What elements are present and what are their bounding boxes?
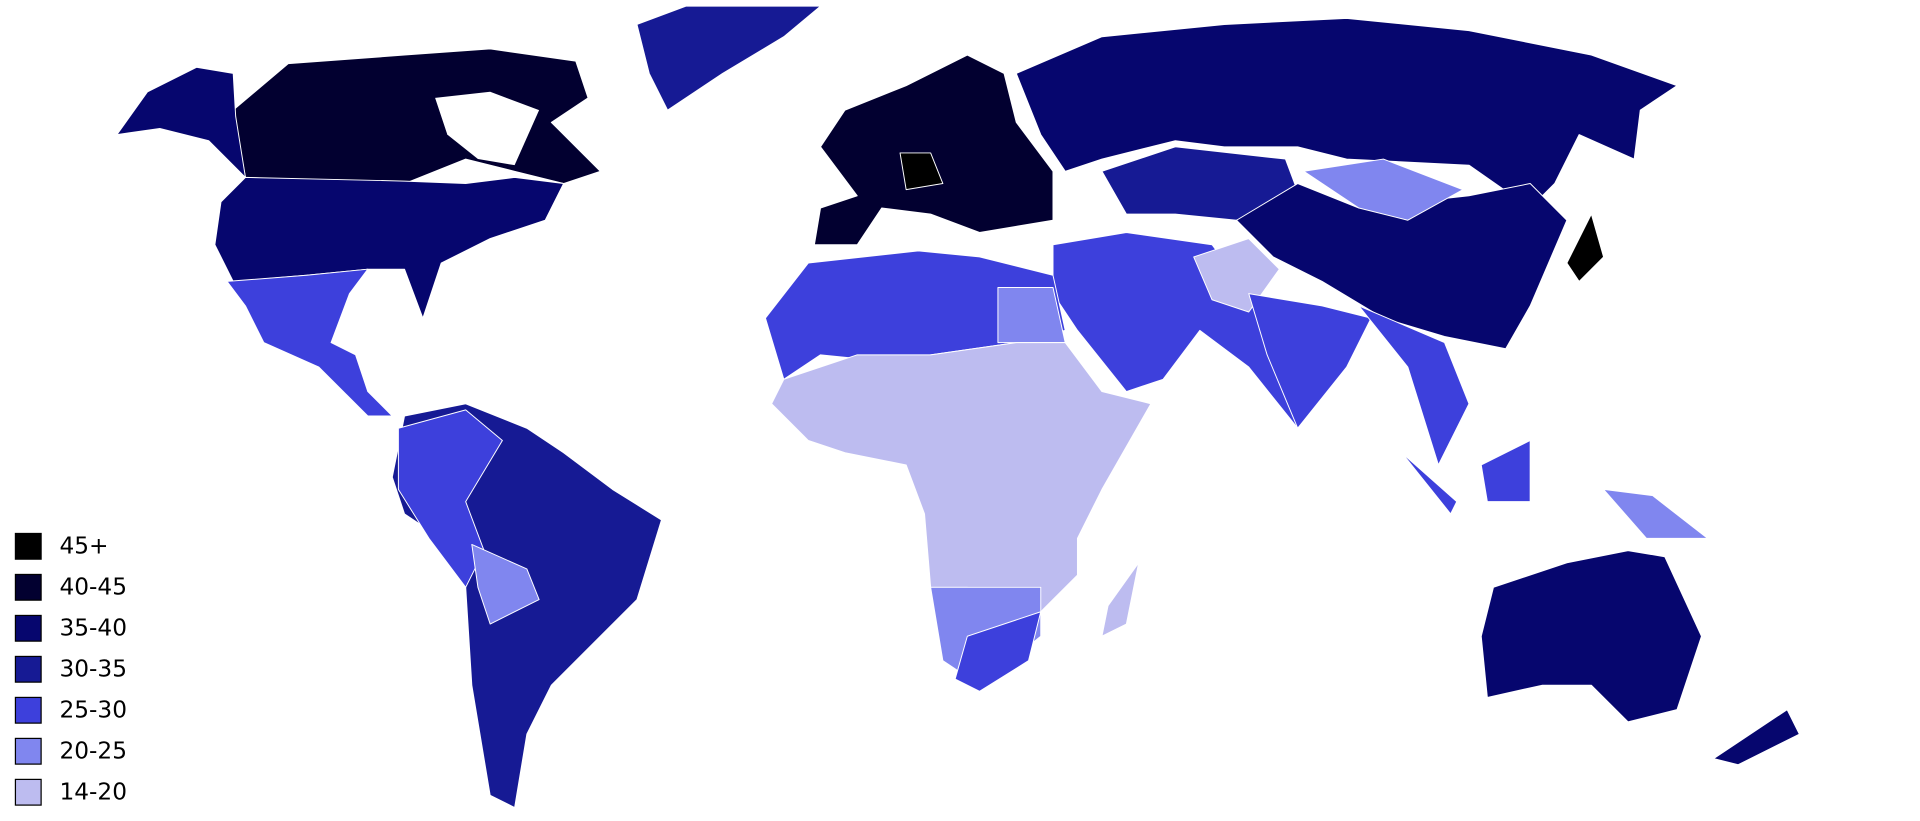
india [1248, 293, 1372, 429]
mexico-central-america [226, 268, 393, 417]
germany [899, 152, 944, 191]
mongolia [1303, 158, 1464, 221]
legend-label: 45+ [59, 532, 108, 559]
afghanistan-pakistan [1193, 238, 1280, 313]
alaska [116, 66, 246, 178]
countries [116, 5, 1800, 809]
new-zealand [1713, 709, 1800, 766]
legend-swatch [14, 532, 42, 560]
australia [1480, 550, 1702, 723]
usa [214, 176, 565, 319]
southeast-asia [1358, 305, 1470, 466]
legend-label: 30-35 [59, 655, 127, 682]
bolivia [471, 543, 540, 625]
canada [232, 48, 601, 185]
legend-label: 40-45 [59, 573, 127, 600]
greenland [636, 5, 822, 111]
europe [813, 54, 1054, 246]
hudson-bay [435, 91, 540, 166]
legend-swatch [14, 573, 42, 601]
legend-label: 20-25 [59, 737, 127, 764]
new-guinea [1603, 488, 1709, 539]
legend-swatch [14, 778, 42, 806]
legend-swatch [14, 614, 42, 642]
egypt [997, 287, 1066, 344]
legend-swatch [14, 737, 42, 765]
south-africa [954, 611, 1042, 692]
legend-label: 35-40 [59, 614, 127, 641]
sub-saharan-africa [771, 342, 1152, 613]
legend: 45+ 40-45 35-40 30-35 25-30 20-25 14-20 [14, 532, 127, 806]
japan [1566, 213, 1605, 282]
sumatra [1401, 452, 1458, 515]
legend-swatch [14, 696, 42, 724]
legend-label: 14-20 [59, 778, 127, 805]
legend-label: 25-30 [59, 696, 127, 723]
russia [1015, 17, 1678, 209]
madagascar [1101, 562, 1140, 637]
borneo [1480, 439, 1531, 503]
legend-swatch [14, 655, 42, 683]
